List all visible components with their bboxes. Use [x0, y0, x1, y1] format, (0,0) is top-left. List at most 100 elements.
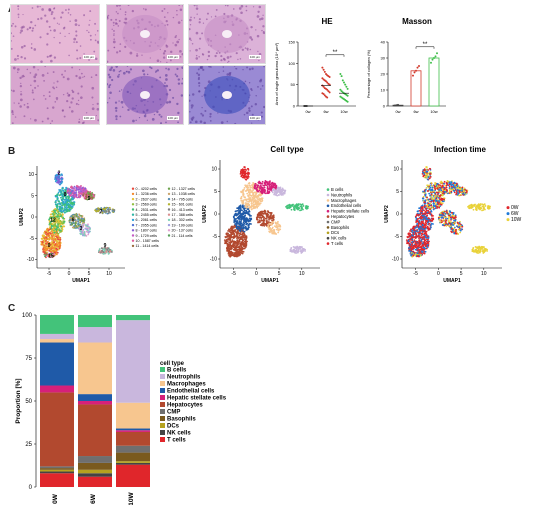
tissue-nucleus: [177, 21, 181, 24]
tissue-nucleus: [77, 92, 80, 95]
cell-point: [236, 235, 239, 237]
data-point: [339, 73, 342, 75]
tissue-nucleus: [16, 71, 19, 74]
cell-point: [48, 217, 51, 220]
cell-point: [50, 224, 53, 227]
tissue-nucleus: [254, 103, 258, 106]
cell-point: [252, 195, 255, 197]
cell-point: [95, 210, 97, 213]
tissue-nucleus: [51, 120, 54, 122]
tissue-nucleus: [163, 50, 167, 53]
cell-point: [64, 196, 67, 198]
y-tick-label: 5: [31, 193, 34, 199]
tissue-nucleus: [226, 73, 229, 76]
tissue-nucleus: [14, 25, 17, 28]
tissue-nucleus: [30, 20, 33, 24]
tissue-nucleus: [199, 37, 202, 40]
cell-point: [67, 189, 70, 192]
tissue-nucleus: [48, 7, 52, 11]
cell-point: [89, 190, 92, 193]
data-point: [418, 65, 420, 67]
cell-point: [225, 242, 228, 245]
tissue-nucleus: [124, 17, 128, 21]
tissue-nucleus: [26, 68, 29, 71]
tissue-nucleus: [44, 98, 47, 100]
cell-point: [56, 234, 59, 237]
tissue-nucleus: [118, 70, 121, 73]
cell-point: [69, 218, 72, 221]
cell-point: [254, 187, 257, 190]
cell-point: [60, 215, 62, 218]
cell-point: [247, 224, 250, 227]
cell-point: [58, 208, 61, 211]
cell-point: [242, 202, 245, 205]
cell-point: [74, 189, 76, 191]
cell-point: [85, 230, 88, 233]
cell-point: [47, 246, 50, 248]
cell-point: [271, 217, 274, 219]
cell-point: [84, 187, 87, 190]
tissue-nucleus: [29, 72, 32, 74]
tissue-nucleus: [118, 50, 121, 53]
tissue-nucleus: [126, 66, 129, 67]
legend-swatch: [131, 239, 135, 242]
cell-point: [56, 238, 59, 241]
cell-point: [241, 174, 244, 177]
tissue-nucleus: [51, 106, 55, 109]
cell-point: [256, 218, 259, 221]
cell-point: [242, 232, 244, 235]
cell-point: [420, 210, 423, 213]
cell-point: [109, 211, 111, 214]
cell-point: [407, 235, 410, 238]
cell-point: [228, 254, 231, 257]
cell-point: [56, 226, 59, 228]
cell-point: [277, 191, 279, 194]
data-point: [430, 61, 432, 64]
cell-point: [61, 186, 64, 189]
cell-point: [259, 214, 262, 217]
cell-point: [228, 248, 231, 251]
tissue-nucleus: [115, 22, 118, 24]
cell-point: [407, 242, 410, 245]
cell-point: [52, 216, 54, 219]
cell-point: [233, 253, 235, 256]
tissue-nucleus: [95, 114, 97, 117]
tissue-nucleus: [78, 24, 80, 27]
cell-point: [271, 229, 274, 232]
tissue-nucleus: [260, 115, 263, 118]
cell-point: [244, 196, 246, 199]
cell-point: [268, 211, 271, 214]
tissue-nucleus: [252, 6, 255, 8]
cell-point: [297, 203, 300, 205]
cell-point: [270, 187, 273, 190]
cell-point: [45, 242, 47, 245]
cell-point: [260, 190, 262, 193]
tissue-nucleus: [122, 71, 126, 75]
tissue-nucleus: [111, 28, 113, 30]
tissue-nucleus: [190, 104, 194, 108]
cell-point: [67, 210, 69, 213]
cell-point: [57, 178, 60, 181]
cell-point: [418, 239, 421, 242]
cell-point: [261, 216, 264, 219]
cell-point: [234, 255, 237, 258]
tissue-nucleus: [53, 56, 57, 59]
cell-point: [60, 182, 63, 185]
tissue-nucleus: [67, 12, 70, 14]
tissue-nucleus: [166, 23, 169, 26]
tissue-nucleus: [46, 117, 50, 120]
legend-label: NK cells: [331, 236, 346, 241]
tissue-nucleus: [48, 95, 51, 98]
cell-point: [241, 214, 243, 217]
cell-point: [275, 228, 278, 231]
cell-point: [78, 227, 81, 230]
tissue-nucleus: [263, 105, 265, 109]
legend-label: CMP: [331, 219, 341, 224]
cell-point: [45, 254, 47, 256]
cell-point: [262, 220, 265, 223]
legend-label: DCs: [331, 230, 339, 235]
tissue-nucleus: [22, 25, 25, 29]
cell-point: [263, 219, 265, 221]
cell-point: [292, 249, 295, 251]
cell-point: [84, 227, 87, 230]
